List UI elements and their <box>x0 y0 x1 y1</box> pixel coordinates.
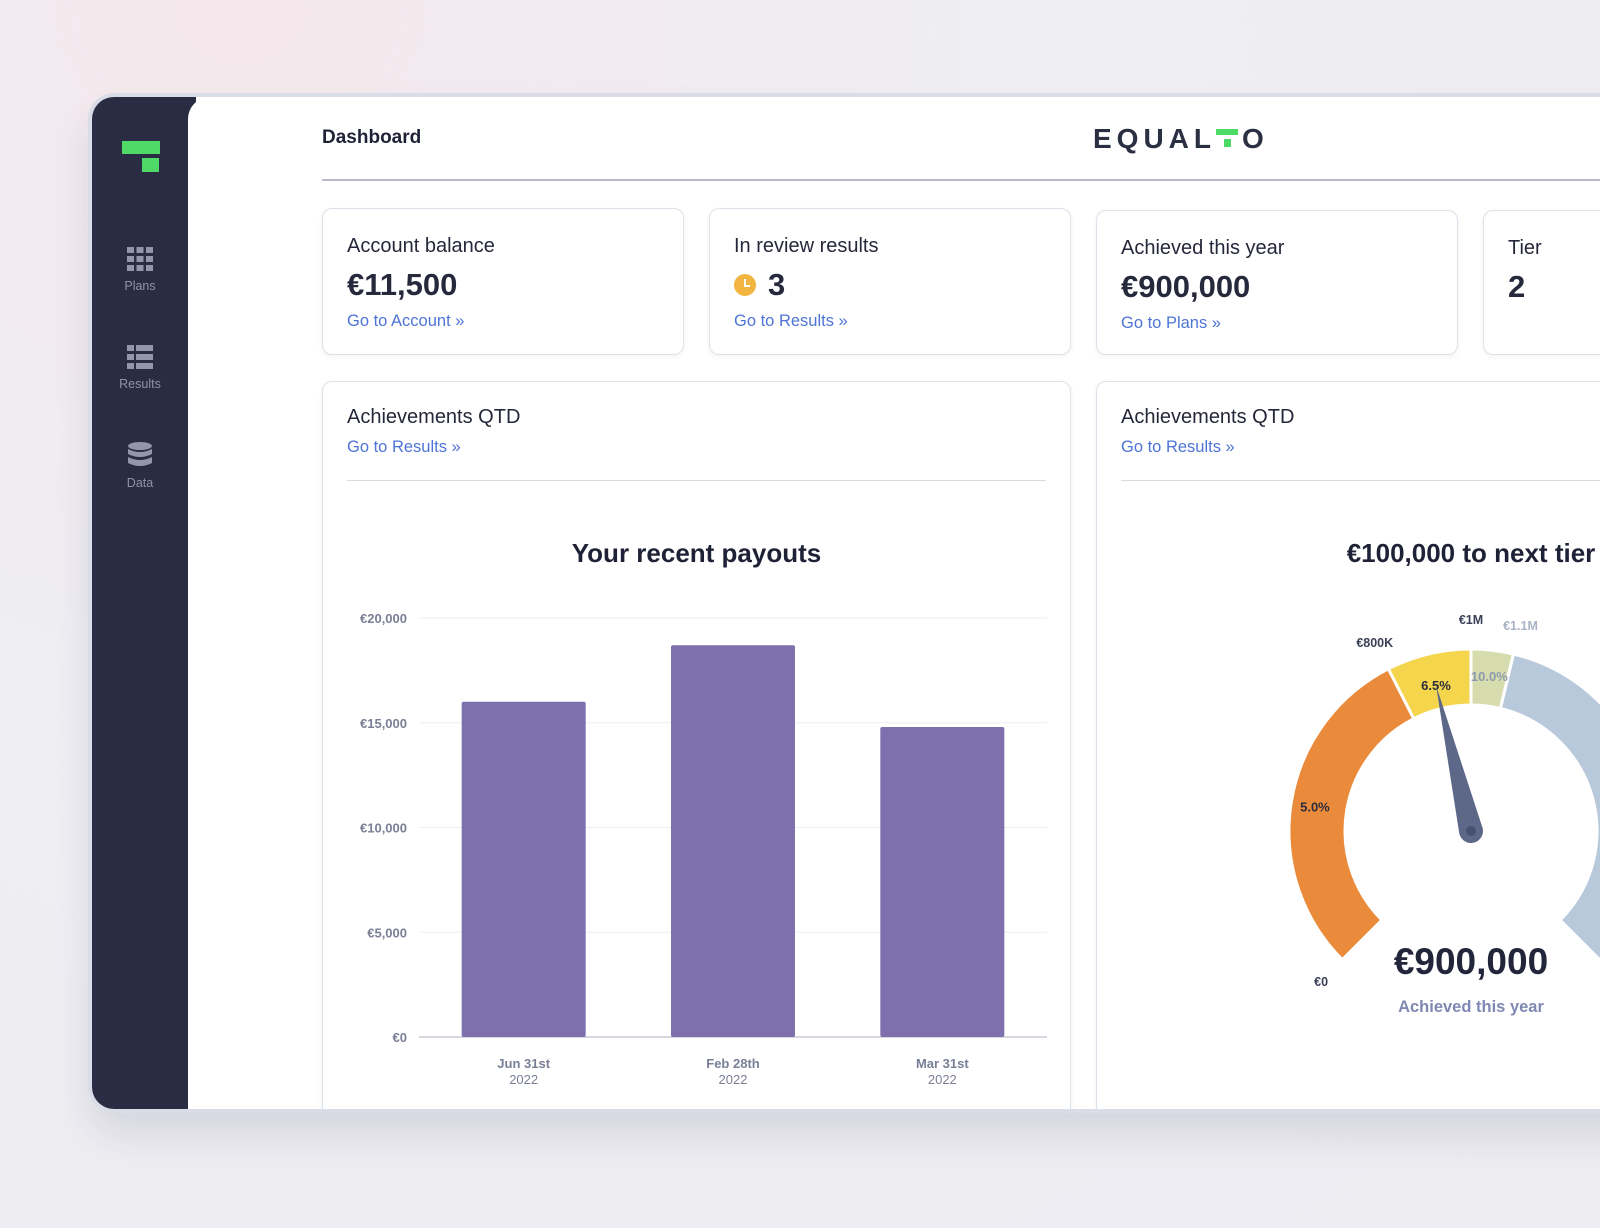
go-to-results-link[interactable]: Go to Results » <box>1121 438 1235 456</box>
stat-label: Achieved this year <box>1121 237 1285 259</box>
y-tick-label: €5,000 <box>367 925 407 940</box>
bar <box>671 645 795 1037</box>
go-to-results-link[interactable]: Go to Results » <box>347 438 461 456</box>
gauge-segment <box>1287 666 1416 962</box>
sidebar-item-label: Data <box>126 476 154 490</box>
gauge-needle <box>1435 685 1483 843</box>
stat-value: 3 <box>734 267 785 303</box>
main-panel: Dashboard EQUAL O Account balance €11,50… <box>188 97 1600 1109</box>
tier-gauge-panel: Achievements QTD Go to Results » €100,00… <box>1096 381 1600 1109</box>
sidebar-item-label: Results <box>119 377 161 391</box>
gauge-caption: Achieved this year <box>1398 998 1544 1016</box>
achieved-card: Achieved this year €900,000 Go to Plans … <box>1096 210 1458 355</box>
brand-text-left: EQUAL <box>1093 123 1216 154</box>
stat-label: Tier <box>1508 237 1542 259</box>
brand-t-icon <box>1216 127 1238 151</box>
sidebar-item-label: Plans <box>124 279 156 293</box>
logo-icon <box>122 141 160 179</box>
y-tick-label: €20,000 <box>360 611 407 626</box>
in-review-card: In review results 3 Go to Results » <box>709 208 1071 355</box>
in-review-count: 3 <box>768 267 786 302</box>
sidebar-item-plans[interactable]: Plans <box>92 247 188 295</box>
x-tick-sublabel: 2022 <box>928 1072 957 1087</box>
payouts-panel: Achievements QTD Go to Results » Your re… <box>322 381 1071 1109</box>
gauge-boundary-label: €800K <box>1356 636 1393 650</box>
x-tick-sublabel: 2022 <box>509 1072 538 1087</box>
y-tick-label: €15,000 <box>360 716 407 731</box>
tier-gauge: 5.0%6.5%10.0%15.0%€0€800K€1M€1.1M€2M €90… <box>1287 613 1600 1016</box>
go-to-plans-link[interactable]: Go to Plans » <box>1121 314 1221 332</box>
stat-value: €11,500 <box>347 267 457 303</box>
achieved-value: €900,000 <box>1121 269 1251 304</box>
x-tick-sublabel: 2022 <box>719 1072 748 1087</box>
gauge-needle-hub <box>1466 826 1476 836</box>
y-tick-label: €0 <box>393 1030 407 1045</box>
brand-text-right: O <box>1242 123 1269 154</box>
gauge-segment-label: 5.0% <box>1300 799 1330 814</box>
stat-value: €900,000 <box>1121 269 1250 305</box>
brand-logo: EQUAL O <box>1093 123 1269 155</box>
go-to-account-link[interactable]: Go to Account » <box>347 312 465 330</box>
sidebar-item-data[interactable]: Data <box>92 442 188 492</box>
tier-card: Tier 2 <box>1483 210 1600 355</box>
y-tick-label: €10,000 <box>360 821 407 836</box>
gauge-boundary-label: €0 <box>1314 975 1328 989</box>
next-tier-heading: €100,000 to next tier <box>1346 538 1596 568</box>
panel-title: Achievements QTD <box>1121 406 1295 428</box>
sidebar-item-results[interactable]: Results <box>92 345 188 393</box>
header-divider <box>322 179 1600 181</box>
gauge-boundary-label: €1.1M <box>1503 619 1538 633</box>
bar <box>461 701 586 1037</box>
x-tick-label: Mar 31st <box>916 1056 969 1071</box>
x-tick-label: Feb 28th <box>706 1056 760 1071</box>
gauge-segment <box>1498 652 1600 962</box>
gauge-segment-label: 6.5% <box>1421 678 1451 693</box>
bar <box>880 726 1005 1037</box>
panel-divider <box>347 480 1046 481</box>
database-icon <box>128 442 152 466</box>
gauge-value: €900,000 <box>1394 941 1548 982</box>
table-icon <box>127 345 153 369</box>
panel-title: Achievements QTD <box>347 406 521 428</box>
sidebar: Plans Results Data <box>92 97 196 1109</box>
gauge-segment-label: 10.0% <box>1471 669 1508 684</box>
stat-value: 2 <box>1508 269 1525 305</box>
clock-icon <box>734 274 756 296</box>
x-tick-label: Jun 31st <box>497 1056 550 1071</box>
stat-label: In review results <box>734 235 879 257</box>
account-balance-card: Account balance €11,500 Go to Account » <box>322 208 684 355</box>
go-to-results-link[interactable]: Go to Results » <box>734 312 848 330</box>
grid-icon <box>127 247 153 271</box>
app-window: Plans Results Data D <box>92 97 1600 1109</box>
account-balance-value: €11,500 <box>347 267 458 302</box>
stat-label: Account balance <box>347 235 495 257</box>
tier-value: 2 <box>1508 269 1526 304</box>
chart-title: Your recent payouts <box>571 538 822 568</box>
page-title: Dashboard <box>322 127 422 148</box>
gauge-boundary-label: €1M <box>1459 613 1483 627</box>
panel-divider <box>1121 480 1600 481</box>
